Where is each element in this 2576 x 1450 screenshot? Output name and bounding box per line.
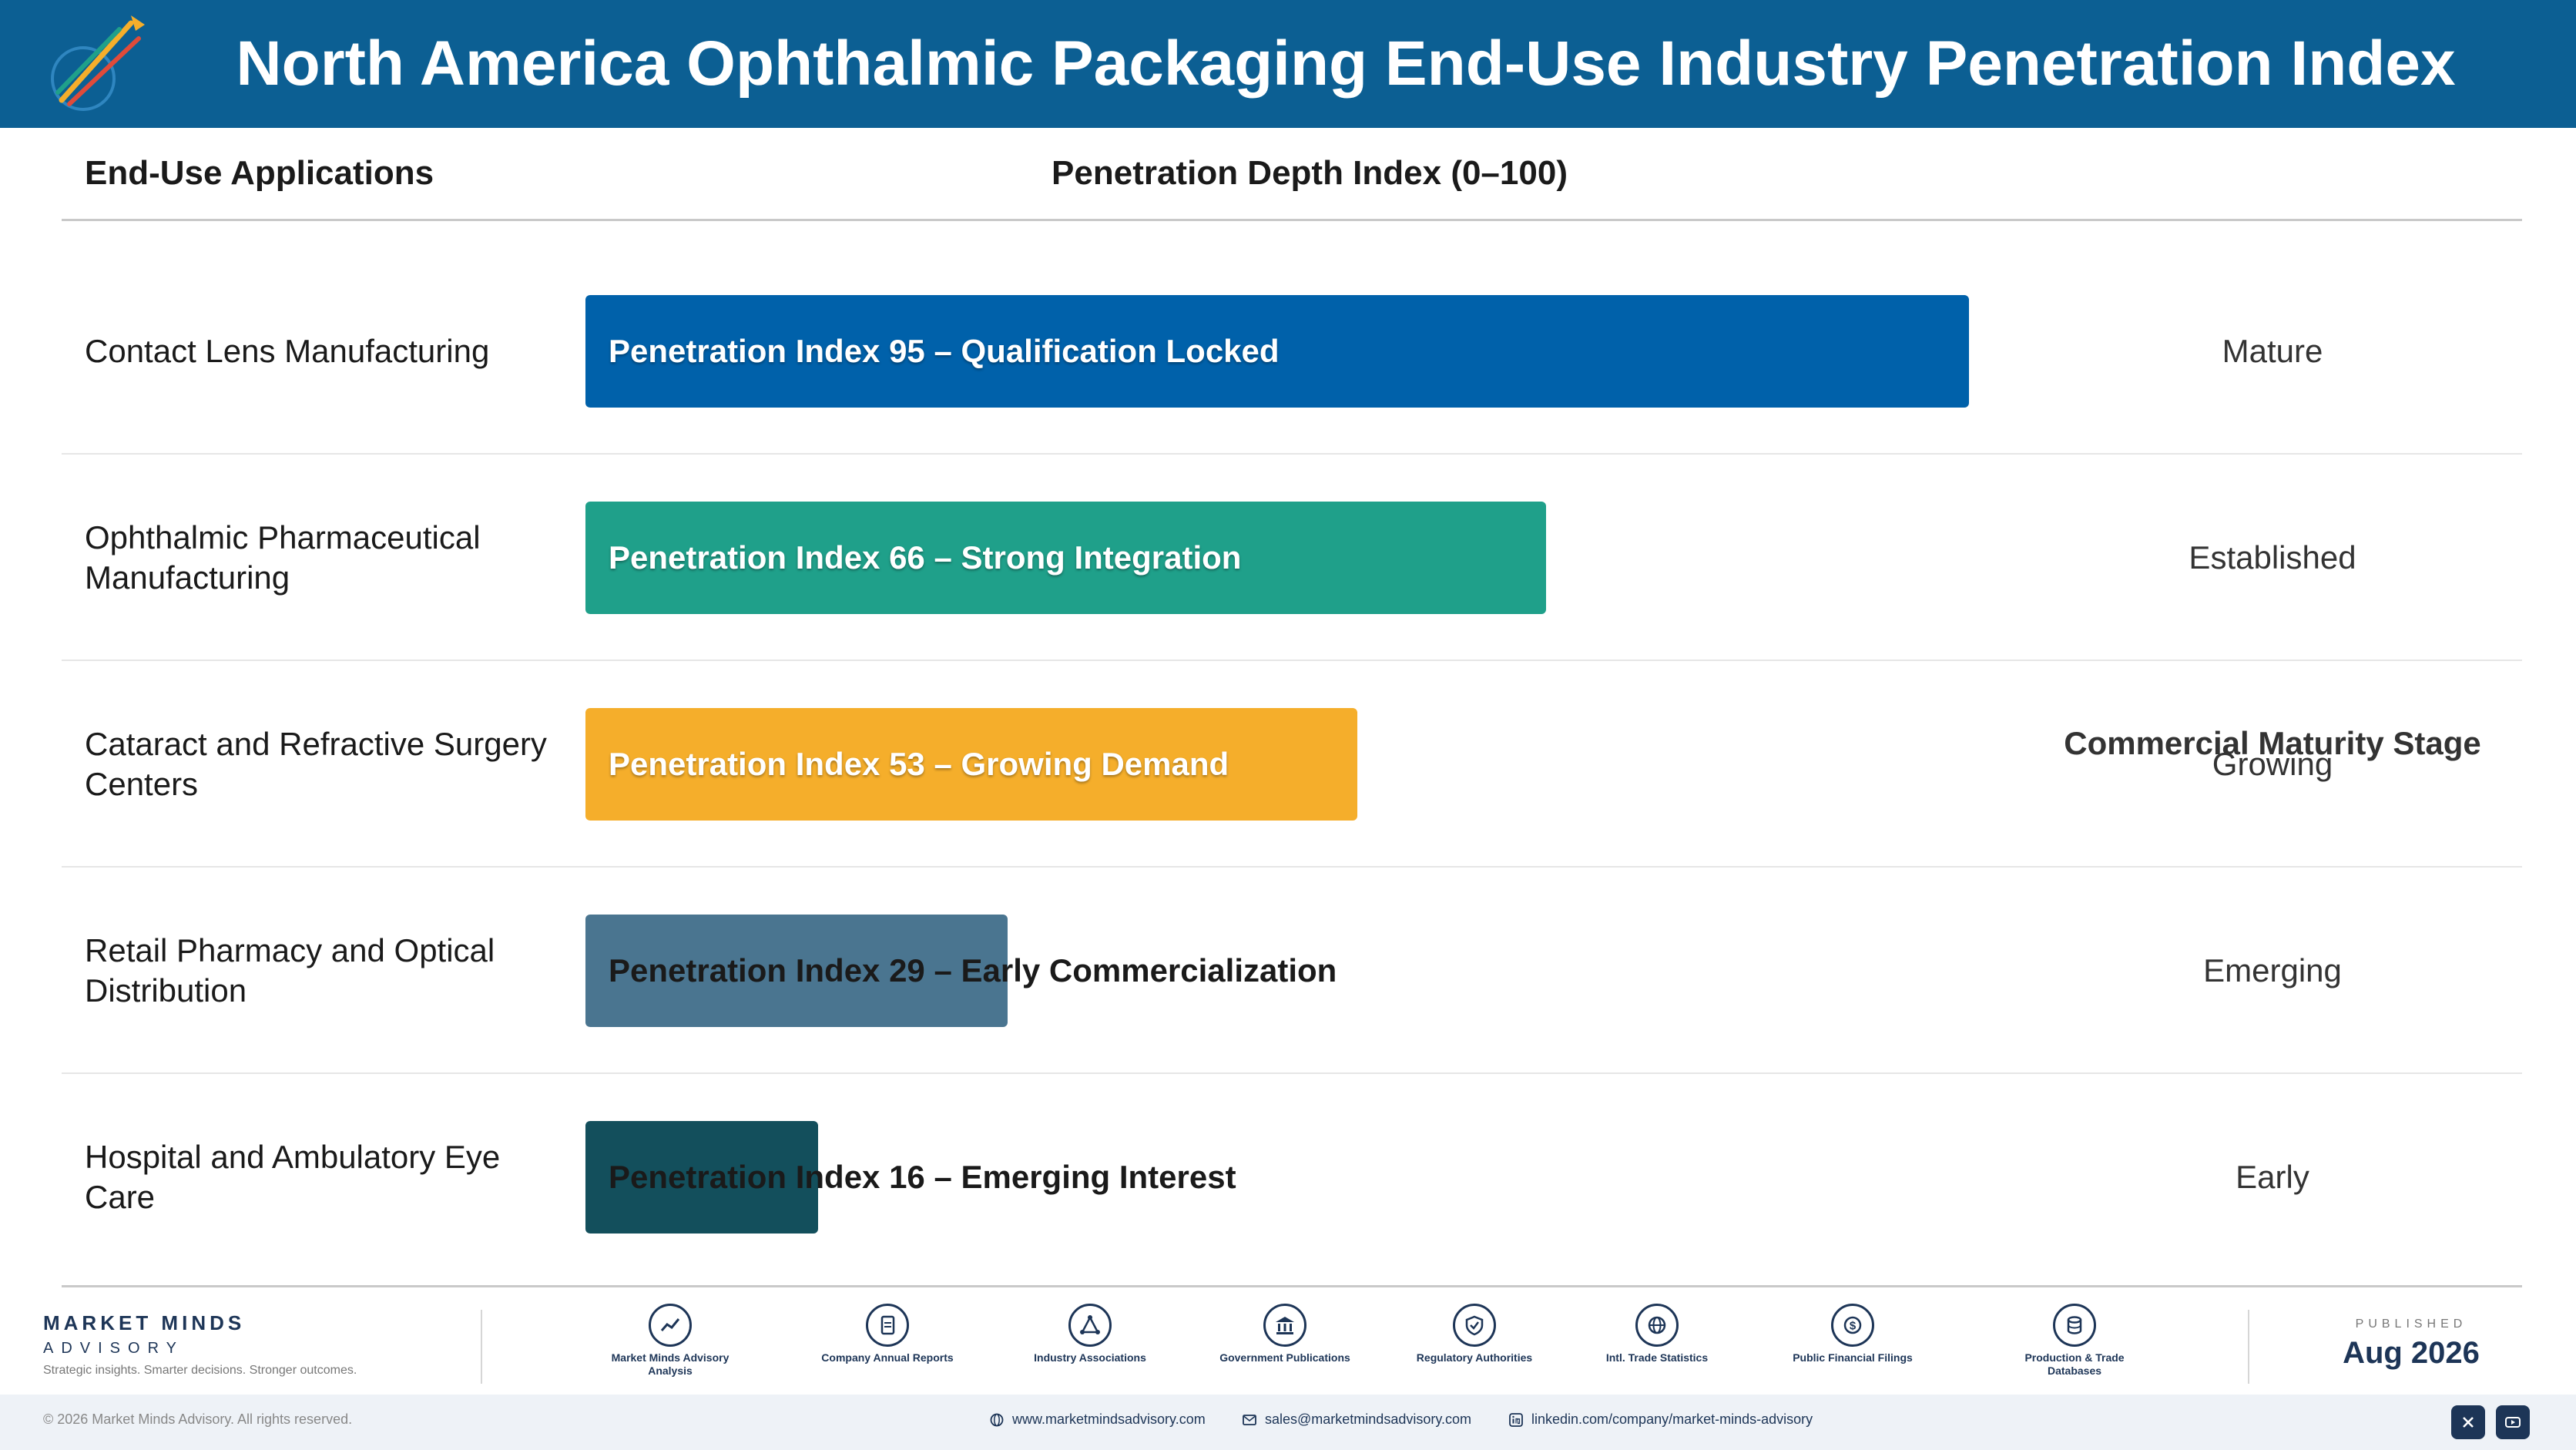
chart-row: Contact Lens Manufacturing Penetration I…	[62, 248, 2522, 455]
bar-label: Penetration Index 95 – Qualification Loc…	[609, 333, 1280, 369]
source-market-minds-analysis: Market Minds Advisory Analysis	[601, 1304, 740, 1378]
row-divider	[62, 660, 2522, 661]
header-divider	[62, 219, 2522, 221]
row-divider	[62, 453, 2522, 455]
row-divider	[62, 866, 2522, 868]
youtube-logo-icon	[2505, 1417, 2521, 1428]
bar	[585, 502, 1547, 614]
chart-line-icon	[649, 1304, 692, 1347]
category-label: Ophthalmic Pharmaceutical Manufacturing	[85, 519, 481, 596]
dollar-coin-icon: $	[1831, 1304, 1874, 1347]
column-header-stage: Commercial Maturity Stage	[2064, 725, 2481, 761]
network-icon	[1068, 1304, 1112, 1347]
source-government-publications: Government Publications	[1216, 1304, 1354, 1364]
svg-text:$: $	[1850, 1320, 1857, 1333]
published-date: Aug 2026	[2343, 1336, 2480, 1370]
chart-bottom-divider	[62, 1285, 2522, 1287]
government-building-icon	[1263, 1304, 1306, 1347]
website-link[interactable]: www.marketmindsadvisory.com	[989, 1411, 1206, 1428]
globe-icon	[1635, 1304, 1679, 1347]
market-minds-logo-icon	[51, 15, 145, 111]
footer: MARKET MINDS ADVISORY Strategic insights…	[0, 1294, 2576, 1450]
published-label: PUBLISHED	[2355, 1317, 2467, 1331]
source-industry-associations: Industry Associations	[1021, 1304, 1159, 1364]
chart-row: Hospital and Ambulatory Eye Care Penetra…	[62, 1074, 2522, 1280]
footer-contact-bar: © 2026 Market Minds Advisory. All rights…	[0, 1395, 2576, 1450]
footer-divider	[2248, 1310, 2249, 1384]
category-label: Cataract and Refractive Surgery Centers	[85, 726, 547, 802]
linkedin-link[interactable]: linkedin.com/company/market-minds-adviso…	[1508, 1411, 1813, 1428]
footer-divider	[481, 1310, 482, 1384]
bar	[585, 915, 1008, 1027]
bar	[585, 295, 1969, 408]
category-label: Retail Pharmacy and Optical Distribution	[85, 932, 495, 1009]
copyright-text: © 2026 Market Minds Advisory. All rights…	[43, 1411, 353, 1427]
chart-row: Cataract and Refractive Surgery Centers …	[62, 661, 2522, 868]
source-production-trade-databases: Production & Trade Databases	[2005, 1304, 2144, 1378]
source-regulatory-authorities: Regulatory Authorities	[1405, 1304, 1544, 1364]
row-divider	[62, 1072, 2522, 1074]
mail-icon	[1243, 1414, 1256, 1425]
brand-name: MARKET MINDS	[43, 1311, 246, 1334]
page-title: North America Ophthalmic Packaging End-U…	[236, 29, 2456, 99]
maturity-stage: Established	[2189, 539, 2356, 576]
brand-block: MARKET MINDS ADVISORY Strategic insights…	[43, 1311, 357, 1378]
source-public-financial-filings: $ Public Financial Filings	[1783, 1304, 1922, 1364]
bar-label: Penetration Index 16 – Emerging Interest	[609, 1159, 1236, 1195]
brand-subtitle: ADVISORY	[43, 1340, 184, 1357]
maturity-stage: Emerging	[2203, 952, 2342, 988]
x-social-button[interactable]	[2451, 1405, 2485, 1439]
database-icon	[2053, 1304, 2096, 1347]
brand-tagline: Strategic insights. Smarter decisions. S…	[43, 1364, 357, 1377]
bar	[585, 708, 1357, 821]
shield-check-icon	[1453, 1304, 1496, 1347]
source-company-annual-reports: Company Annual Reports	[818, 1304, 957, 1364]
header-banner: North America Ophthalmic Packaging End-U…	[0, 0, 2576, 128]
source-intl-trade-statistics: Intl. Trade Statistics	[1588, 1304, 1726, 1364]
linkedin-icon	[1509, 1412, 1523, 1427]
x-logo-icon	[2463, 1417, 2474, 1428]
document-icon	[866, 1304, 909, 1347]
chart-row: Ophthalmic Pharmaceutical Manufacturing …	[62, 455, 2522, 661]
bar-label: Penetration Index 29 – Early Commerciali…	[609, 952, 1337, 988]
youtube-social-button[interactable]	[2496, 1405, 2530, 1439]
maturity-stage: Growing	[2212, 746, 2333, 782]
globe-icon	[990, 1413, 1004, 1426]
email-link[interactable]: sales@marketmindsadvisory.com	[1242, 1411, 1471, 1428]
maturity-stage: Early	[2236, 1159, 2309, 1195]
category-label: Hospital and Ambulatory Eye Care	[85, 1139, 501, 1215]
bar-label: Penetration Index 53 – Growing Demand	[609, 746, 1229, 782]
bar-label: Penetration Index 66 – Strong Integratio…	[609, 539, 1242, 576]
category-label: Contact Lens Manufacturing	[85, 333, 490, 369]
bar	[585, 1121, 819, 1234]
column-header-applications: End-Use Applications	[85, 154, 434, 192]
maturity-stage: Mature	[2222, 333, 2323, 369]
published-block: PUBLISHED Aug 2026	[2342, 1317, 2480, 1371]
chart-row: Retail Pharmacy and Optical Distribution…	[62, 868, 2522, 1074]
column-header-penetration: Penetration Depth Index (0–100)	[1052, 154, 1568, 192]
